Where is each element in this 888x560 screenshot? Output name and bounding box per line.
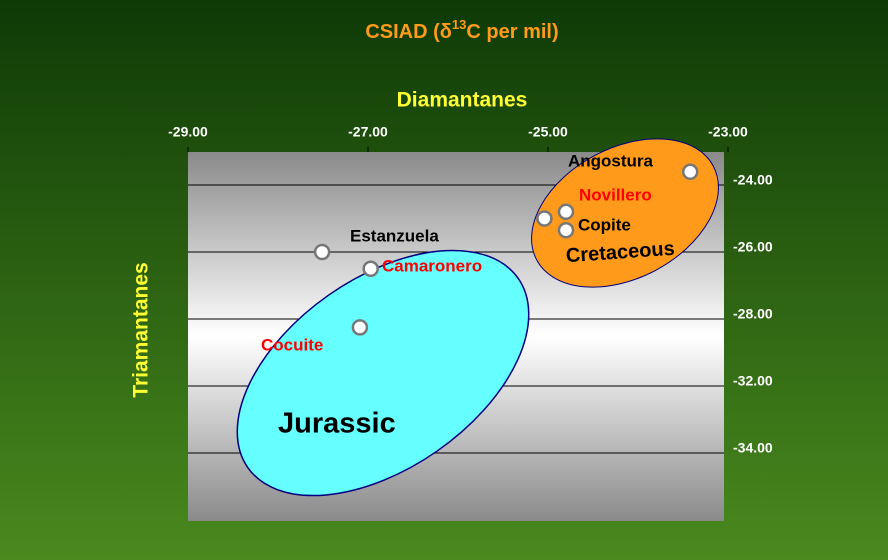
y-tick-label: -26.00 (733, 239, 773, 255)
x-tick-label: -27.00 (348, 124, 388, 140)
point-label: Novillero (579, 185, 652, 204)
y-tick-label: -24.00 (733, 172, 773, 188)
point-label: Camaronero (382, 256, 482, 275)
data-point (557, 203, 575, 221)
point-label: Cocuite (261, 335, 323, 354)
x-tick-label: -29.00 (168, 124, 208, 140)
title-part: CSIAD (δ (365, 21, 452, 43)
x-tick-label: -25.00 (528, 124, 568, 140)
title-part: C per mil) (466, 21, 558, 43)
point-label: Angostura (568, 151, 654, 170)
x-tick-label: -23.00 (708, 124, 748, 140)
y-axis-title: Triamantanes (130, 262, 153, 397)
data-point (681, 163, 699, 181)
title-sup: 13 (452, 17, 466, 32)
data-point (557, 221, 575, 239)
data-point (313, 243, 331, 261)
group-ellipse (531, 138, 719, 288)
data-point (362, 260, 379, 277)
y-tick-label: -28.00 (733, 306, 773, 322)
y-tick-label: -34.00 (733, 440, 773, 456)
group-ellipse (236, 249, 530, 497)
y-tick-label: -32.00 (733, 373, 773, 389)
point-label: Estanzuela (350, 226, 439, 245)
x-axis-title: Diamantanes (397, 89, 528, 112)
chart-title: CSIAD (δ13C per mil) (365, 17, 558, 43)
group-label: Jurassic (278, 408, 396, 440)
point-label: Copite (578, 215, 631, 234)
data-point (351, 319, 369, 336)
data-point (536, 210, 553, 227)
